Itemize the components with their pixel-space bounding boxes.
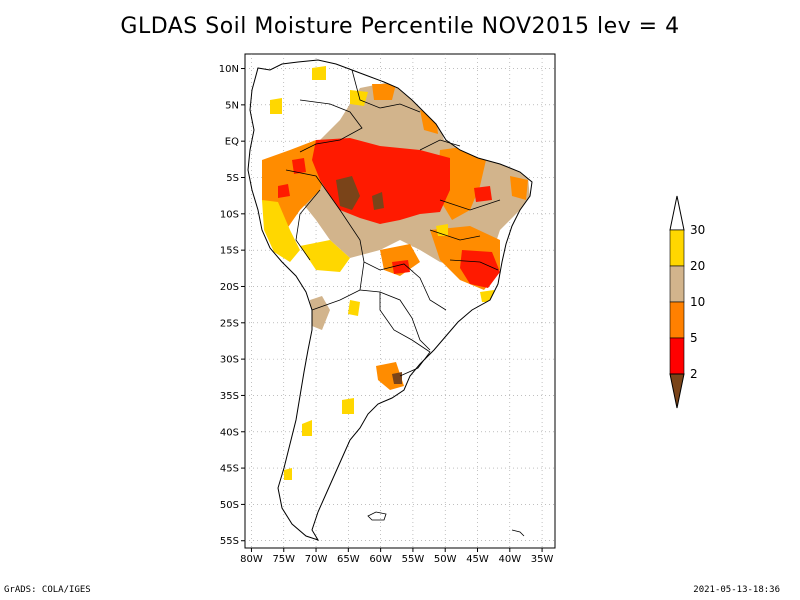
- lon-label: 50W: [434, 554, 457, 565]
- lat-label: 55S: [220, 536, 239, 547]
- legend-above-30: [669, 195, 685, 231]
- legend-below-2: [669, 373, 685, 409]
- shading-20-30: [262, 66, 494, 480]
- lat-label: 50S: [220, 500, 239, 511]
- lat-label: 45S: [220, 464, 239, 475]
- percentile-shading: [262, 66, 530, 480]
- lat-label: 5N: [225, 100, 239, 111]
- legend-segment: [669, 265, 685, 303]
- lon-label: 65W: [337, 554, 360, 565]
- legend-label: 2: [690, 367, 698, 381]
- legend-segment: [669, 301, 685, 339]
- timestamp: 2021-05-13-18:36: [693, 585, 780, 595]
- lon-label: 70W: [305, 554, 328, 565]
- lat-label: 25S: [220, 318, 239, 329]
- lon-label: 40W: [498, 554, 521, 565]
- lat-label: 35S: [220, 391, 239, 402]
- latitude-labels: 10N 5N EQ 5S 10S 15S 20S 25S 30S 35S 40S 45S 50S 55S: [219, 64, 239, 547]
- legend-colorbar: 30 20 10 5 2: [669, 195, 705, 409]
- legend-label: 5: [690, 331, 698, 345]
- shading-below-2: [336, 176, 402, 384]
- lat-label: 10N: [219, 64, 239, 75]
- islands: [367, 511, 525, 537]
- legend-label: 30: [690, 223, 705, 237]
- lat-label: 20S: [220, 282, 239, 293]
- lat-label: 15S: [220, 246, 239, 257]
- lat-label: 40S: [220, 427, 239, 438]
- grads-credit: GrADS: COLA/IGES: [4, 585, 91, 595]
- legend-segment: [669, 337, 685, 375]
- lon-label: 60W: [369, 554, 392, 565]
- map-title: GLDAS Soil Moisture Percentile NOV2015 l…: [120, 14, 680, 39]
- lat-label: 5S: [226, 173, 239, 184]
- legend-label: 20: [690, 259, 705, 273]
- lon-label: 45W: [466, 554, 489, 565]
- lat-label: 30S: [220, 355, 239, 366]
- lon-label: 75W: [272, 554, 295, 565]
- lon-label: 35W: [531, 554, 554, 565]
- lon-label: 80W: [240, 554, 263, 565]
- lat-label: 10S: [220, 209, 239, 220]
- legend-label: 10: [690, 295, 705, 309]
- legend-segment: [669, 229, 685, 267]
- lon-label: 55W: [402, 554, 425, 565]
- longitude-labels: 80W 75W 70W 65W 60W 55W 50W 45W 40W 35W: [240, 554, 553, 565]
- graticule: [241, 54, 555, 552]
- lat-label: EQ: [225, 137, 239, 148]
- country-borders: [285, 69, 501, 377]
